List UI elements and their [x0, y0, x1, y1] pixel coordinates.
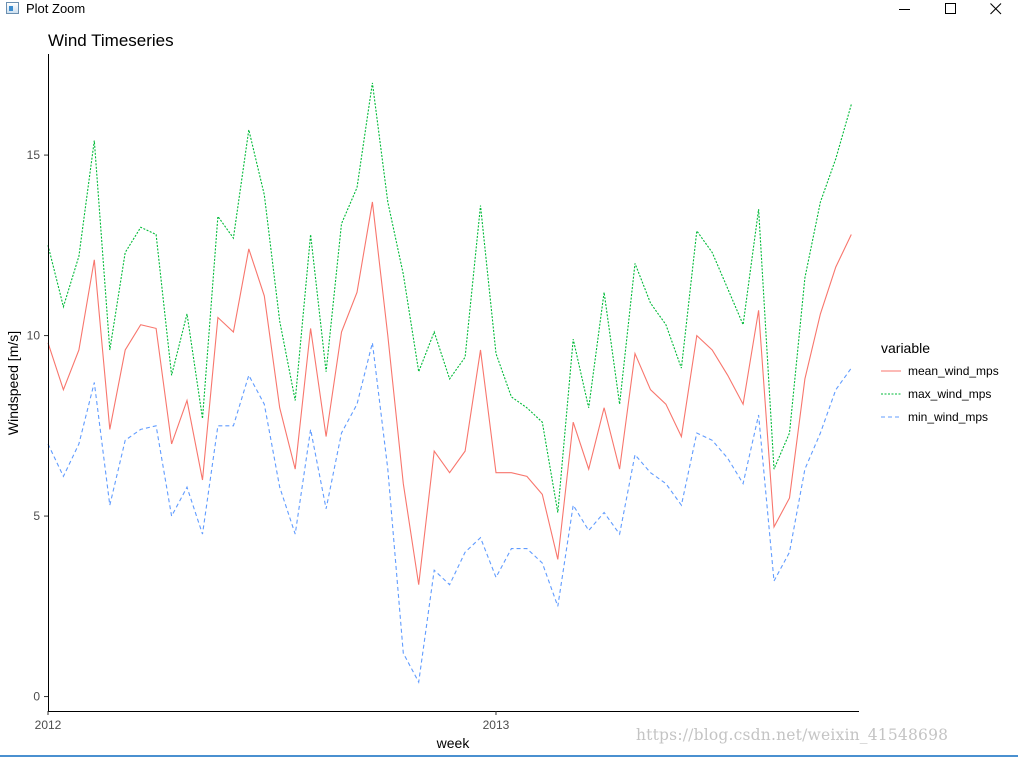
- legend-label-max_wind_mps: max_wind_mps: [908, 387, 991, 401]
- watermark-text: https://blog.csdn.net/weixin_41548698: [636, 726, 949, 744]
- maximize-button[interactable]: [928, 0, 974, 18]
- x-tick-label: 2013: [483, 718, 510, 732]
- minimize-icon: [899, 9, 910, 10]
- y-tick-label: 0: [33, 690, 40, 704]
- y-axis-ticks: 0 5 10 15: [27, 148, 48, 704]
- wind-timeseries-chart: Wind Timeseries 0 5 10 15 2012 2013 week Win…: [5, 31, 999, 751]
- series-line-mean_wind_mps: [47, 201, 852, 585]
- legend-label-mean_wind_mps: mean_wind_mps: [908, 364, 999, 378]
- series-line-min_wind_mps: [47, 342, 852, 684]
- maximize-icon: [945, 3, 956, 14]
- series-line-max_wind_mps: [47, 82, 852, 513]
- close-button[interactable]: [973, 0, 1018, 18]
- x-axis-label: week: [436, 735, 471, 751]
- y-tick-label: 15: [27, 148, 41, 162]
- x-tick-label: 2012: [35, 718, 62, 732]
- minimize-button[interactable]: [882, 0, 928, 18]
- window-titlebar[interactable]: Plot Zoom: [0, 0, 1018, 18]
- x-axis-ticks: 2012 2013: [35, 711, 510, 732]
- legend-label-min_wind_mps: min_wind_mps: [908, 410, 988, 424]
- y-tick-label: 10: [27, 329, 41, 343]
- plot-zoom-app-icon: [6, 2, 19, 14]
- window-title: Plot Zoom: [26, 1, 86, 16]
- plot-series-group: [47, 82, 852, 684]
- chart-title: Wind Timeseries: [48, 31, 174, 50]
- close-icon: [990, 3, 1002, 15]
- legend-title: variable: [881, 340, 930, 356]
- legend: mean_wind_mps max_wind_mps min_wind_mps: [881, 364, 999, 424]
- y-tick-label: 5: [33, 509, 40, 523]
- window-bottom-border: [0, 755, 1018, 757]
- y-axis-label: Windspeed [m/s]: [5, 331, 21, 435]
